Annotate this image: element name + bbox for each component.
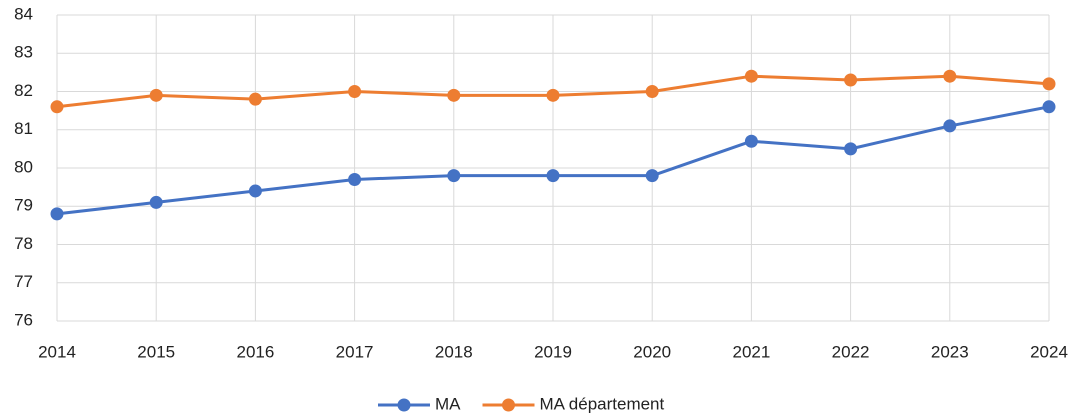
data-point — [149, 88, 163, 102]
x-tick-label: 2015 — [137, 342, 175, 361]
data-point — [546, 88, 560, 102]
data-point — [645, 169, 659, 183]
x-tick-label: 2018 — [435, 342, 473, 361]
data-point — [50, 207, 64, 221]
data-point — [348, 85, 362, 98]
x-tick-label: 2017 — [336, 342, 374, 361]
x-tick-label: 2020 — [633, 342, 671, 361]
y-tick-label: 77 — [14, 272, 33, 291]
data-point — [645, 85, 659, 98]
data-point — [546, 169, 560, 183]
data-point — [844, 73, 858, 87]
data-point — [844, 142, 858, 156]
legend-label: MA département — [540, 394, 665, 413]
data-point — [348, 172, 362, 186]
data-point — [50, 100, 64, 114]
x-tick-label: 2019 — [534, 342, 572, 361]
data-point — [744, 134, 758, 148]
legend-marker — [397, 398, 411, 412]
x-tick-label: 2024 — [1030, 342, 1068, 361]
data-point — [447, 88, 461, 102]
x-tick-label: 2023 — [931, 342, 969, 361]
y-tick-label: 76 — [14, 310, 33, 329]
y-tick-label: 82 — [14, 81, 33, 100]
y-tick-label: 78 — [14, 234, 33, 253]
x-tick-label: 2021 — [732, 342, 770, 361]
y-tick-label: 79 — [14, 196, 33, 215]
data-point — [1042, 100, 1056, 114]
x-tick-label: 2022 — [832, 342, 870, 361]
y-tick-label: 83 — [14, 43, 33, 62]
y-tick-label: 80 — [14, 157, 33, 176]
x-tick-label: 2014 — [38, 342, 76, 361]
data-point — [1042, 77, 1056, 91]
data-point — [248, 92, 262, 106]
data-point — [248, 184, 262, 198]
y-tick-label: 81 — [14, 119, 33, 138]
x-tick-label: 2016 — [236, 342, 274, 361]
data-point — [744, 69, 758, 83]
data-point — [447, 169, 461, 183]
data-point — [943, 69, 957, 83]
y-tick-label: 84 — [14, 4, 33, 23]
data-point — [149, 195, 163, 209]
data-point — [943, 119, 957, 133]
legend-marker — [502, 398, 515, 412]
legend-label: MA — [435, 394, 461, 413]
